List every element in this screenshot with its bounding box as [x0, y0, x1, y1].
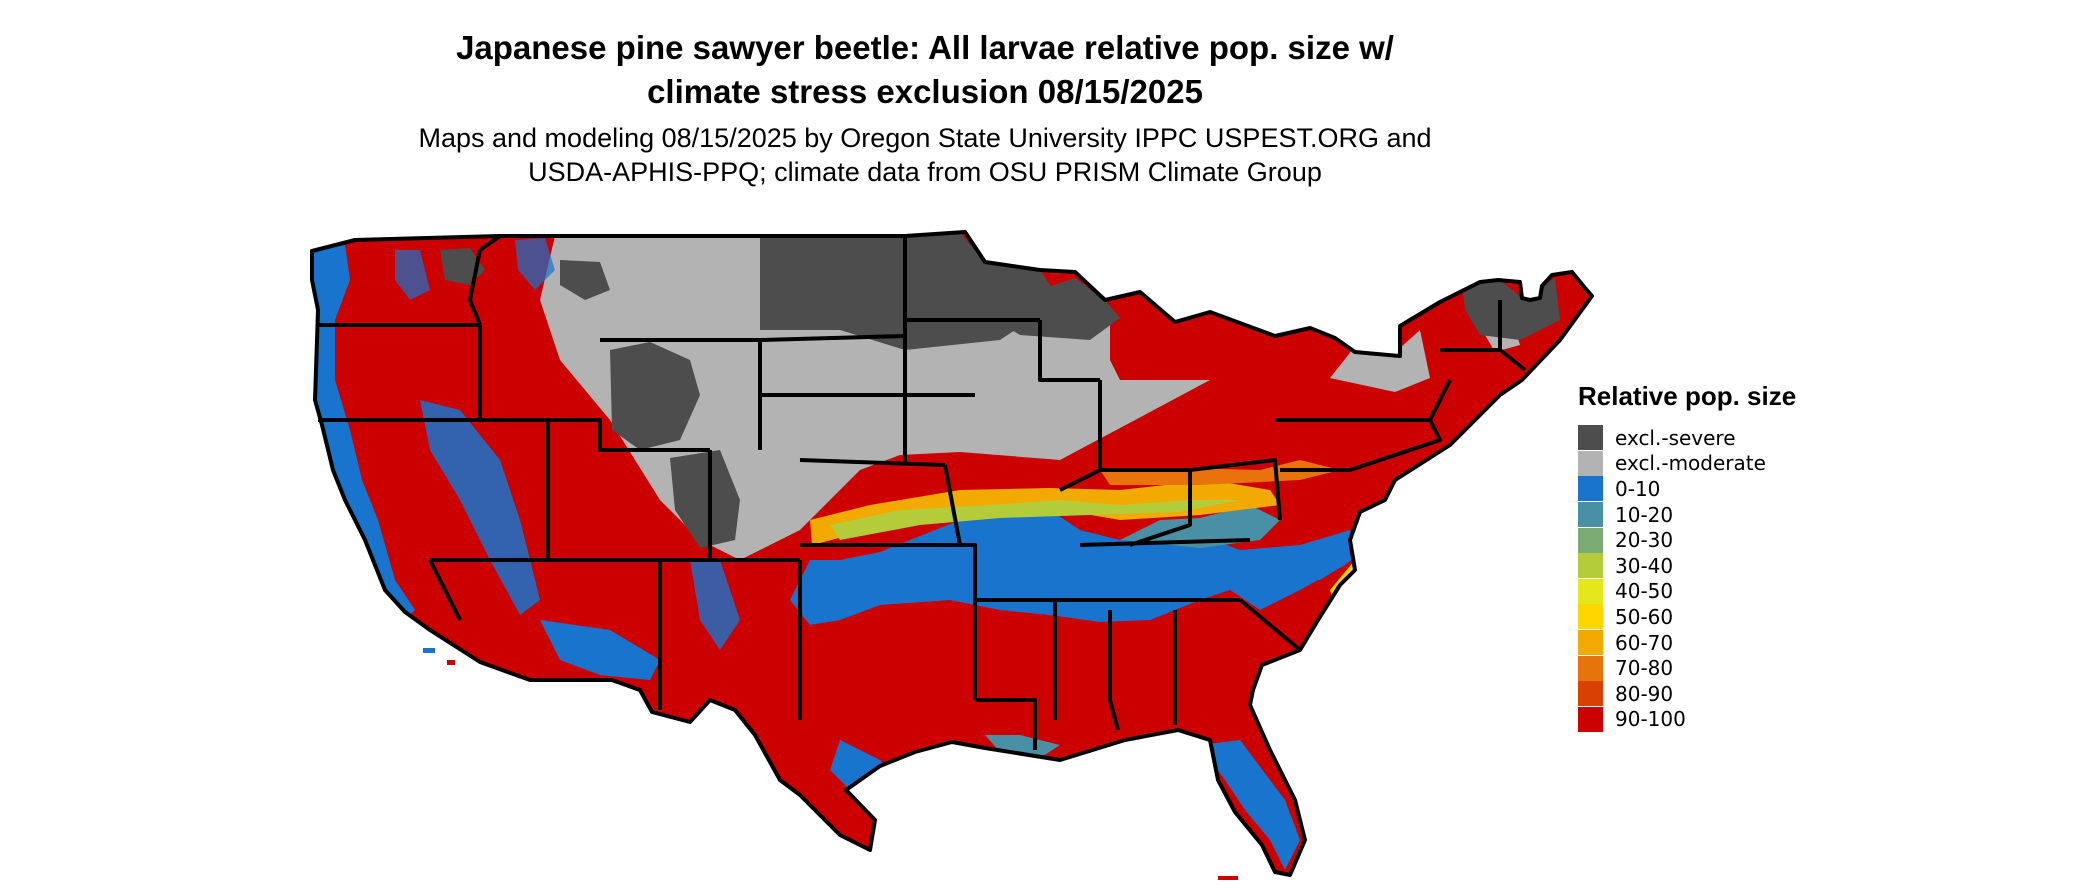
legend-swatch [1578, 527, 1603, 553]
legend-label: 0-10 [1615, 476, 1661, 501]
legend-item-90-100: 90-100 [1578, 706, 1796, 733]
map-legend: Relative pop. size excl.-severe excl.-mo… [1578, 381, 1796, 732]
legend-label: 70-80 [1615, 656, 1674, 681]
legend-label: excl.-moderate [1615, 451, 1766, 476]
legend-label: 50-60 [1615, 604, 1674, 629]
legend-label: 90-100 [1615, 707, 1686, 732]
map-title-line-2: climate stress exclusion 08/15/2025 [647, 73, 1203, 110]
legend-swatch [1578, 655, 1603, 681]
map-subtitle: Maps and modeling 08/15/2025 by Oregon S… [235, 121, 1615, 189]
legend-swatch [1578, 578, 1603, 604]
legend-label: 30-40 [1615, 553, 1674, 578]
legend-title: Relative pop. size [1578, 381, 1797, 411]
legend-label: excl.-severe [1615, 425, 1736, 450]
legend-swatch [1578, 450, 1603, 476]
map-title: Japanese pine sawyer beetle: All larvae … [235, 26, 1615, 114]
legend-label: 60-70 [1615, 630, 1674, 655]
map-subtitle-line-2: USDA-APHIS-PPQ; climate data from OSU PR… [528, 157, 1322, 187]
legend-swatch [1578, 476, 1603, 502]
legend-swatch [1578, 706, 1603, 732]
legend-swatch [1578, 425, 1603, 451]
legend-swatch [1578, 681, 1603, 707]
legend-swatch [1578, 553, 1603, 579]
legend-item-60-70: 60-70 [1578, 630, 1796, 656]
legend-label: 40-50 [1615, 579, 1674, 604]
legend-swatch [1578, 630, 1603, 656]
map-title-line-1: Japanese pine sawyer beetle: All larvae … [456, 29, 1394, 66]
legend-item-excl-severe: excl.-severe [1578, 425, 1796, 451]
map-subtitle-line-1: Maps and modeling 08/15/2025 by Oregon S… [418, 123, 1432, 153]
legend-item-30-40: 30-40 [1578, 553, 1796, 579]
legend-item-70-80: 70-80 [1578, 655, 1796, 681]
legend-label: 10-20 [1615, 502, 1674, 527]
legend-label: 20-30 [1615, 528, 1674, 553]
legend-item-excl-moderate: excl.-moderate [1578, 450, 1796, 477]
legend-swatch [1578, 502, 1603, 528]
legend-label: 80-90 [1615, 681, 1674, 706]
legend-swatch [1578, 604, 1603, 630]
legend-item-20-30: 20-30 [1578, 527, 1796, 553]
legend-item-80-90: 80-90 [1578, 681, 1796, 707]
legend-item-0-10: 0-10 [1578, 476, 1796, 502]
legend-item-40-50: 40-50 [1578, 578, 1796, 605]
legend-item-10-20: 10-20 [1578, 502, 1796, 528]
legend-item-50-60: 50-60 [1578, 604, 1796, 630]
